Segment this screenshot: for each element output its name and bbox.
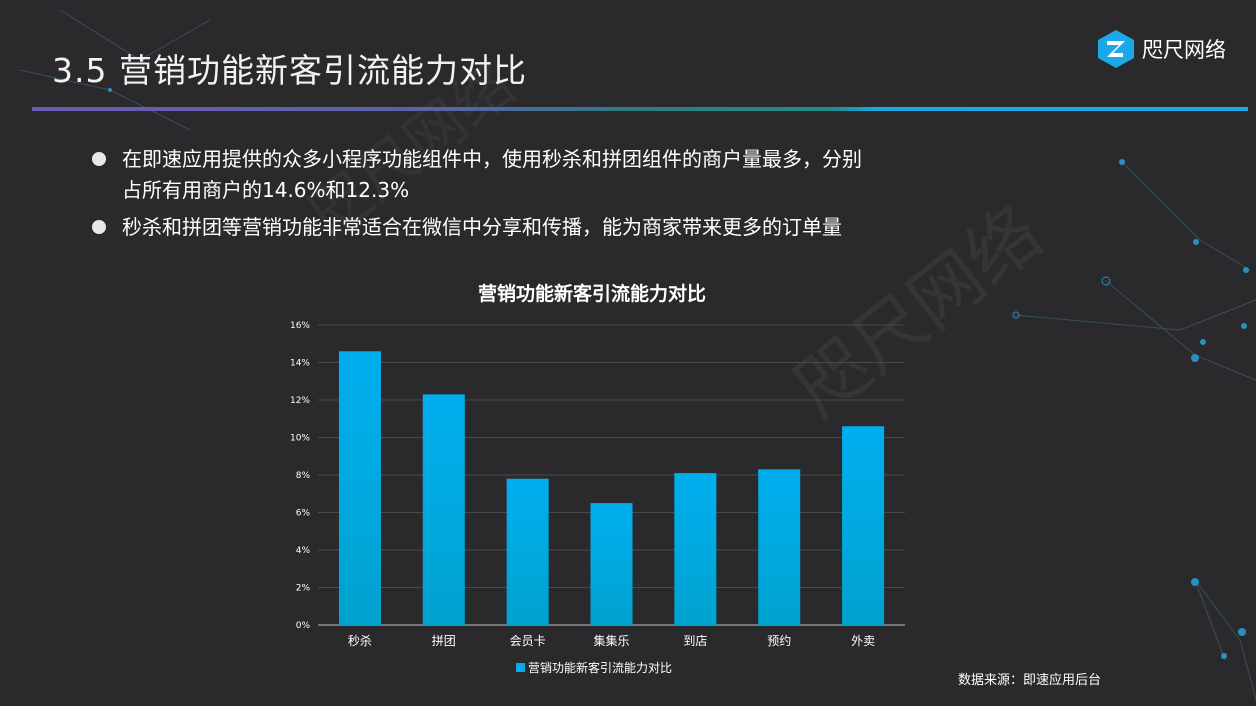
- x-tick-label: 到店: [683, 634, 707, 648]
- chart-legend: 营销功能新客引流能力对比: [516, 660, 672, 675]
- x-tick-label: 拼团: [432, 634, 456, 648]
- legend-swatch: [516, 663, 525, 672]
- x-tick-label: 外卖: [851, 634, 875, 648]
- bullet-list: 在即速应用提供的众多小程序功能组件中，使用秒杀和拼团组件的商户量最多，分别 占所…: [92, 144, 862, 243]
- logo-text: 咫尺网络: [1142, 38, 1226, 62]
- bar-7: [842, 426, 885, 625]
- logo-icon: [1098, 30, 1134, 68]
- brand-logo: 咫尺网络: [1096, 28, 1226, 70]
- bullet-text: 在即速应用提供的众多小程序功能组件中，使用秒杀和拼团组件的商户量最多，分别: [122, 147, 862, 171]
- bar-3: [506, 478, 549, 625]
- bar-2: [422, 394, 465, 625]
- bullet-text-continued: 占所有用商户的14.6%和12.3%: [122, 178, 410, 202]
- y-tick-label: 0%: [296, 621, 311, 631]
- x-tick-label: 秒杀: [348, 633, 372, 648]
- bar-6: [758, 469, 801, 625]
- bullet-dot-icon: [92, 152, 106, 166]
- x-tick-label: 集集乐: [593, 633, 629, 648]
- bullet-item: 在即速应用提供的众多小程序功能组件中，使用秒杀和拼团组件的商户量最多，分别 占所…: [92, 144, 862, 206]
- bullet-text: 秒杀和拼团等营销功能非常适合在微信中分享和传播，能为商家带来更多的订单量: [122, 215, 842, 239]
- y-tick-label: 14%: [290, 359, 310, 369]
- x-tick-label: 预约: [767, 633, 791, 648]
- legend-label: 营销功能新客引流能力对比: [528, 660, 672, 675]
- y-tick-label: 16%: [290, 321, 310, 331]
- y-tick-label: 10%: [290, 434, 310, 444]
- bullet-dot-icon: [92, 220, 106, 234]
- title-divider: [32, 107, 1248, 111]
- chart-title: 营销功能新客引流能力对比: [478, 282, 706, 305]
- y-tick-label: 6%: [296, 509, 311, 519]
- y-tick-label: 12%: [290, 396, 310, 406]
- x-tick-label: 会员卡: [510, 634, 546, 648]
- y-tick-label: 2%: [296, 584, 311, 594]
- y-tick-label: 8%: [296, 471, 311, 481]
- data-source: 数据来源：即速应用后台: [958, 673, 1102, 688]
- page-title: 3.5 营销功能新客引流能力对比: [52, 51, 527, 90]
- bullet-item: 秒杀和拼团等营销功能非常适合在微信中分享和传播，能为商家带来更多的订单量: [92, 212, 862, 243]
- bar-1: [338, 351, 381, 625]
- bar-5: [674, 473, 717, 625]
- bar-4: [590, 503, 633, 625]
- y-tick-label: 4%: [296, 546, 311, 556]
